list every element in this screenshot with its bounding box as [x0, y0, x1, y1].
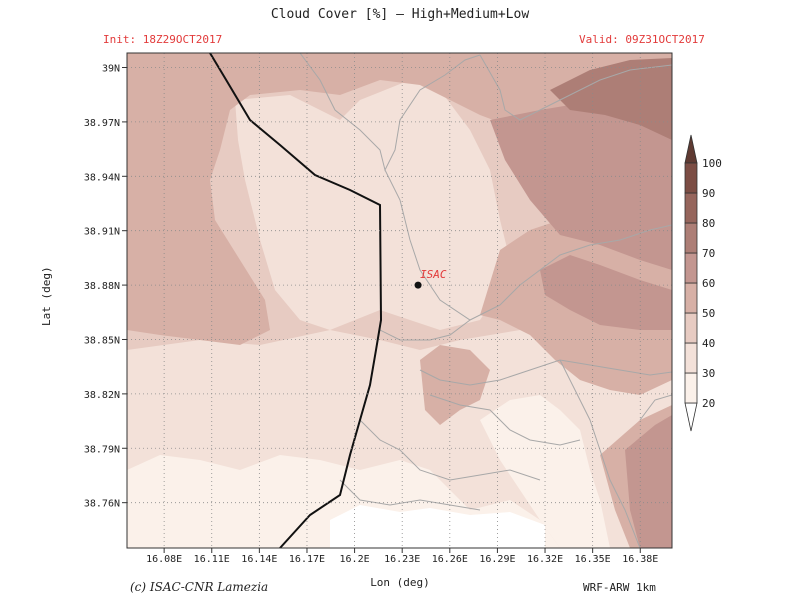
valid-time-label: Valid: 09Z31OCT2017	[579, 33, 705, 46]
colorbar-label: 90	[702, 187, 715, 200]
y-tick-label: 38.82N	[84, 390, 120, 401]
x-tick-label: 16.14E	[241, 554, 277, 565]
admin-boundary-line	[429, 394, 581, 446]
map-frame	[126, 52, 673, 549]
station-marker	[414, 281, 422, 289]
x-tick-label: 16.23E	[384, 554, 420, 565]
credit-label: (c) ISAC-CNR Lamezia	[130, 580, 269, 594]
field-clear-south	[330, 505, 545, 548]
y-tick-label: 38.76N	[84, 499, 120, 510]
y-tick-label: 38.94N	[84, 172, 120, 183]
admin-boundary-line	[379, 319, 471, 341]
colorbar-label: 50	[702, 307, 715, 320]
x-tick-label: 16.38E	[622, 554, 658, 565]
x-tick-label: 16.11E	[194, 554, 230, 565]
y-tick-label: 38.88N	[84, 281, 120, 292]
y-tick-label: 38.85N	[84, 335, 120, 346]
x-axis-ticks: 16.08E 16.11E 16.14E 16.17E 16.2E 16.23E 16.26…	[146, 548, 658, 565]
x-tick-label: 16.2E	[340, 554, 370, 565]
colorbar-label: 20	[702, 397, 715, 410]
colorbar-label: 60	[702, 277, 715, 290]
field-70-80-northeast	[550, 58, 672, 140]
admin-boundary-line	[384, 169, 672, 321]
x-tick-label: 16.29E	[479, 554, 515, 565]
field-30-40-central	[235, 80, 510, 330]
field-60-70-southeast	[625, 415, 672, 548]
colorbar-label: 100	[702, 157, 722, 170]
field-60-70-northeast	[490, 80, 672, 270]
admin-boundary-line	[639, 394, 672, 421]
colorbar-label: 70	[702, 247, 715, 260]
y-tick-label: 39N	[102, 64, 120, 75]
map-field	[127, 53, 672, 548]
init-time-label: Init: 18Z29OCT2017	[103, 33, 223, 46]
colorbar-swatch	[684, 282, 698, 314]
admin-boundary-line	[359, 419, 541, 481]
coastline	[209, 53, 383, 548]
y-axis-ticks: 39N 38.97N 38.94N 38.91N 38.88N 38.85N 38.82N 3…	[84, 64, 127, 510]
colorbar-swatch	[684, 222, 698, 254]
y-tick-label: 38.91N	[84, 227, 120, 238]
field-50-60-patch	[420, 345, 490, 425]
colorbar-arrow-high	[684, 134, 698, 164]
admin-boundary-line	[479, 54, 672, 121]
y-axis-label: Lat (deg)	[40, 266, 53, 326]
y-tick-label: 38.97N	[84, 118, 120, 129]
x-tick-label: 16.35E	[575, 554, 611, 565]
colorbar-label: 40	[702, 337, 715, 350]
model-label: WRF-ARW 1km	[583, 581, 656, 594]
colorbar-swatch	[684, 162, 698, 194]
admin-boundary-line	[299, 53, 481, 172]
x-tick-label: 16.32E	[527, 554, 563, 565]
colorbar-label: 80	[702, 217, 715, 230]
colorbar: 20 30 40 50 60 70 80 90 100	[684, 134, 722, 432]
colorbar-swatch	[684, 252, 698, 284]
colorbar-swatch	[684, 342, 698, 374]
colorbar-label: 30	[702, 367, 715, 380]
field-20-30-southeast	[480, 395, 610, 548]
admin-boundary-line	[559, 359, 641, 548]
field-60-70-east	[540, 255, 672, 330]
x-axis-label: Lon (deg)	[370, 576, 430, 589]
colorbar-arrow-low	[684, 402, 698, 432]
colorbar-swatch	[684, 312, 698, 344]
admin-boundary-line	[339, 479, 481, 511]
station-label: ISAC	[420, 268, 447, 281]
x-tick-label: 16.26E	[432, 554, 468, 565]
x-tick-label: 16.08E	[146, 554, 182, 565]
colorbar-swatch	[684, 192, 698, 224]
y-tick-label: 38.79N	[84, 444, 120, 455]
chart-title: Cloud Cover [%] — High+Medium+Low	[270, 7, 530, 22]
x-tick-label: 16.17E	[289, 554, 325, 565]
colorbar-swatch	[684, 372, 698, 404]
gridlines	[127, 53, 672, 548]
